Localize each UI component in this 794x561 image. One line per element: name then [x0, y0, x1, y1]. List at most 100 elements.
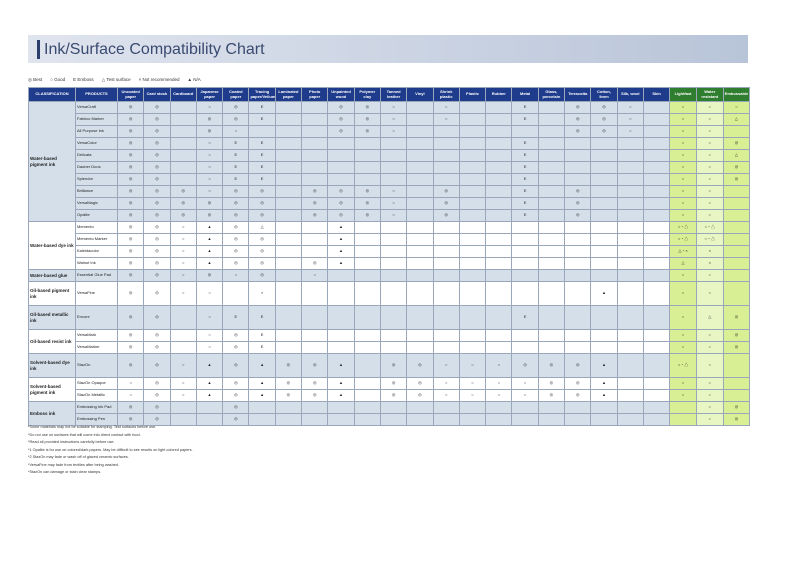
table-row: VersaMarker ◎ ◎ ○ ◎ E ○ ○ ◎: [29, 341, 751, 354]
compat-cell: ○: [695, 329, 724, 342]
compat-cell: ○: [195, 101, 224, 114]
compat-cell: [406, 233, 434, 246]
compat-cell: [274, 161, 303, 174]
compat-cell: ○: [169, 221, 197, 234]
compat-cell: E: [248, 341, 276, 354]
compat-cell: [458, 125, 487, 138]
compat-cell: [485, 197, 513, 210]
compat-cell: ◎: [116, 197, 145, 210]
compat-cell: [511, 341, 539, 354]
compat-cell: [379, 269, 408, 282]
compat-cell: [169, 401, 197, 414]
compat-cell: [458, 281, 487, 306]
compat-cell: [169, 329, 197, 342]
table-row: Solvent-based pigment ink StazOn Opaque ○ ◎…: [28, 377, 751, 402]
compat-cell: ○: [695, 101, 724, 114]
table-row: Kaleidacolor ◎ ◎ ○ ▲ ◎ ◎ ▲ △・× ×: [29, 245, 751, 258]
compat-cell: [274, 101, 303, 114]
compat-cell: ◎: [537, 389, 566, 402]
column-header: Glass, porcelain: [537, 87, 566, 102]
compat-cell: ○: [695, 377, 724, 390]
compat-cell: ◎: [116, 209, 145, 222]
compat-cell: [432, 137, 460, 150]
compat-cell: ◎: [143, 281, 171, 306]
compat-cell: ◎: [222, 389, 250, 402]
compat-cell: ○: [195, 149, 224, 162]
product-name: VersaMagic: [75, 197, 118, 210]
compatibility-table: CLASSIFICATION PRODUCTS Uncoated paper Card…: [28, 87, 751, 426]
compat-cell: ◎: [301, 209, 329, 222]
compat-cell: ◎: [222, 377, 250, 390]
compat-cell: [458, 173, 487, 186]
product-name: Essential Glue Pad: [75, 269, 118, 282]
compat-cell: [432, 401, 460, 414]
compat-cell: ◎: [301, 377, 329, 390]
product-name: VersaMark: [75, 329, 118, 342]
product-name: Opalite: [75, 209, 118, 222]
compat-cell: ▲: [590, 389, 618, 402]
compat-cell: [485, 305, 513, 330]
compat-cell: [485, 137, 513, 150]
compat-cell: [353, 413, 381, 426]
compat-cell: [406, 185, 434, 198]
compat-cell: [353, 173, 381, 186]
table-row: Water-based dye ink Memento ◎ ◎ ○ ▲ ◎ △ ▲ ○・△ ○・△: [28, 221, 751, 270]
compat-cell: [379, 149, 408, 162]
compat-cell: [669, 413, 697, 426]
compat-cell: ○: [695, 125, 724, 138]
compat-cell: [432, 221, 460, 234]
compat-cell: ×: [248, 281, 276, 306]
compat-cell: ◎: [143, 209, 171, 222]
compat-cell: ○: [669, 209, 697, 222]
compat-cell: [616, 269, 644, 282]
compat-cell: ×: [695, 245, 724, 258]
compat-cell: [379, 305, 408, 330]
compat-cell: ○: [432, 353, 460, 378]
compat-cell: [327, 329, 355, 342]
compat-cell: ○: [695, 137, 724, 150]
compat-cell: ◎: [537, 353, 566, 378]
compat-cell: [458, 137, 487, 150]
compat-cell: [458, 209, 487, 222]
compat-cell: [722, 257, 751, 270]
column-header: Metal: [511, 87, 539, 102]
compat-cell: ○: [195, 341, 224, 354]
compat-cell: [590, 209, 618, 222]
compat-cell: ◎: [143, 353, 171, 378]
compat-cell: ◎: [353, 101, 381, 114]
compat-cell: [590, 245, 618, 258]
compat-cell: [301, 401, 329, 414]
compat-cell: [327, 269, 355, 282]
compat-cell: [590, 233, 618, 246]
compat-cell: ▲: [327, 257, 355, 270]
compat-cell: ○: [722, 101, 751, 114]
compat-cell: [169, 149, 197, 162]
column-header: Laminated paper: [274, 87, 303, 102]
compat-cell: [564, 137, 592, 150]
compat-cell: △: [695, 305, 724, 330]
compat-cell: [248, 401, 276, 414]
compat-cell: [722, 221, 751, 234]
column-header: Terracotta: [564, 87, 592, 102]
table-row: Fabrico Marker ◎ ◎ ◎ ◎ E ◎ ◎ ○ ○ E ◎ ◎ ○ ○ ○ △: [29, 113, 751, 126]
table-row: Dauber Duos ◎ ◎ ○ E E E ○ ○ ◎: [29, 161, 751, 174]
compat-cell: ◎: [327, 185, 355, 198]
compat-cell: [301, 173, 329, 186]
compat-cell: [590, 269, 618, 282]
compat-cell: [537, 185, 566, 198]
compat-cell: [353, 161, 381, 174]
compat-cell: ◎: [274, 377, 303, 390]
footnote: *VersaFine may fade from textiles after …: [28, 462, 119, 467]
compat-cell: E: [511, 305, 539, 330]
compat-cell: [722, 197, 751, 210]
column-header: Japanese paper: [195, 87, 224, 102]
compat-cell: ○: [669, 197, 697, 210]
title-accent: [37, 40, 40, 59]
compat-cell: [616, 185, 644, 198]
column-header: Unpainted wood: [327, 87, 355, 102]
compat-cell: ▲: [248, 377, 276, 390]
compat-cell: ▲: [590, 281, 618, 306]
compat-cell: [537, 401, 566, 414]
compat-cell: [274, 413, 303, 426]
compat-cell: [642, 113, 671, 126]
